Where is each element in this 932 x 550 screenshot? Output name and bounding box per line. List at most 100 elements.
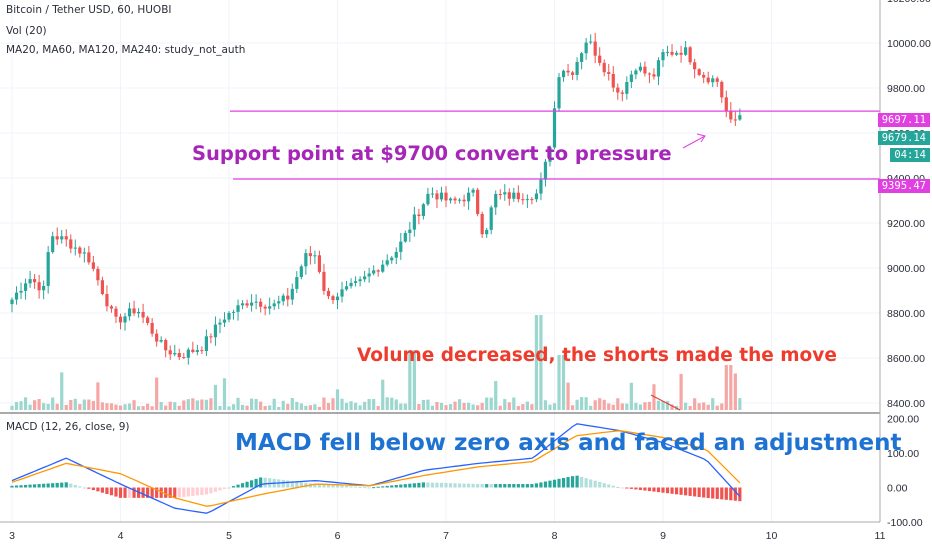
macd-axis[interactable]: 200.00 100.00 0.00 -100.00 (887, 414, 923, 530)
candle (534, 189, 539, 203)
volume-bar (200, 399, 204, 410)
macd-histogram-bar (213, 487, 218, 492)
ma-legend[interactable]: MA20, MA60, MA120, MA240: study_not_auth (6, 44, 246, 56)
volume-bar (448, 404, 453, 410)
volume-bar (236, 397, 240, 410)
candle (281, 293, 285, 306)
price-tick-label: 8600.00 (887, 353, 925, 365)
volume-bar (295, 401, 299, 410)
volume-bar (281, 400, 285, 410)
candle (159, 336, 163, 343)
time-tick-label: 10 (766, 530, 778, 542)
volume-bar (209, 398, 213, 410)
macd-legend[interactable]: MACD (12, 26, close, 9) (6, 421, 130, 433)
volume-bar (693, 398, 697, 410)
candle (136, 308, 141, 318)
volume-bar (100, 402, 105, 410)
macd-histogram-bar (295, 481, 299, 488)
candle (213, 316, 218, 346)
macd-histogram-bar (46, 483, 50, 488)
volume-bar (28, 404, 32, 410)
arrow-annotation (682, 133, 706, 149)
candle (557, 72, 561, 112)
last-price-tag: 9679.14 (877, 131, 930, 145)
candle (512, 187, 516, 202)
volume-legend[interactable]: Vol (20) (6, 25, 47, 37)
volume-bar (539, 315, 543, 410)
candle (250, 294, 254, 312)
volume-bar (37, 399, 41, 410)
volume-bar (340, 398, 344, 410)
macd-histogram-bar (127, 487, 132, 498)
macd-histogram-bar (91, 487, 95, 491)
candle (177, 348, 181, 360)
candle (367, 267, 371, 283)
macd-histogram-bar (534, 483, 539, 488)
volume-bar (254, 398, 258, 410)
macd-histogram-bar (733, 487, 737, 501)
macd-histogram-bar (462, 483, 466, 488)
volume-bar (580, 397, 584, 410)
volume-bar (173, 402, 177, 410)
candle (340, 281, 344, 303)
volume-bar (552, 403, 557, 410)
macd-histogram-bar (177, 487, 181, 498)
macd-histogram-bar (322, 484, 326, 488)
macd-histogram-bar (109, 487, 114, 496)
candle (629, 70, 633, 89)
macd-histogram-bar (575, 475, 579, 488)
macd-histogram-bar (132, 487, 136, 498)
time-tick-label: 8 (552, 530, 558, 542)
macd-histogram-bar (516, 484, 520, 488)
macd-histogram-bar (421, 482, 425, 488)
macd-histogram-bar (521, 484, 525, 488)
candle (566, 63, 570, 77)
upper-line-price-tag: 9697.11 (877, 113, 930, 127)
macd-histogram-bar (200, 487, 204, 495)
volume-bar (408, 350, 412, 410)
volume-bar (702, 402, 706, 410)
volume-bar (444, 405, 448, 410)
volume-bar (322, 397, 326, 410)
candle (670, 44, 674, 57)
time-tick-label: 5 (226, 530, 232, 542)
volume-bar (218, 406, 222, 410)
candle (729, 101, 733, 123)
macd-histogram-bar (593, 480, 597, 488)
time-tick-label: 9 (660, 530, 666, 542)
macd-histogram-bar (584, 478, 588, 488)
macd-histogram-bar (589, 479, 593, 488)
candle (313, 250, 317, 265)
volume-bar (426, 399, 430, 410)
time-tick-label: 11 (875, 530, 886, 542)
macd-histogram-bar (670, 487, 674, 494)
volume-bar (507, 402, 511, 410)
candle (720, 80, 724, 103)
candle (164, 338, 168, 358)
volume-bar (394, 399, 398, 410)
macd-histogram-bar (570, 476, 575, 488)
macd-histogram-bar (51, 483, 55, 488)
macd-histogram-bar (643, 487, 647, 491)
volume-bar (286, 403, 290, 410)
price-axis[interactable]: 10200.0010000.009800.009600.009400.00920… (887, 0, 931, 410)
volume-bar (127, 403, 132, 410)
macd-histogram-bar (82, 487, 86, 489)
candle (412, 206, 416, 237)
candle (168, 345, 172, 360)
macd-histogram-bar (453, 483, 457, 488)
macd-histogram-bar (693, 487, 697, 497)
time-tick-label: 7 (443, 530, 449, 542)
volume-bar (521, 404, 525, 410)
candle (476, 187, 480, 217)
volume-bar (399, 403, 403, 410)
candle (724, 90, 728, 118)
volume-bar (534, 315, 539, 410)
symbol-legend[interactable]: Bitcoin / Tether USD, 60, HUOBI (6, 4, 172, 16)
macd-histogram-bar (530, 484, 534, 488)
macd-histogram-bar (724, 487, 728, 500)
price-tick-label: 8400.00 (887, 398, 925, 410)
candle (381, 259, 385, 273)
time-axis[interactable]: 3 4 5 6 7 8 9 10 11 (9, 530, 886, 542)
